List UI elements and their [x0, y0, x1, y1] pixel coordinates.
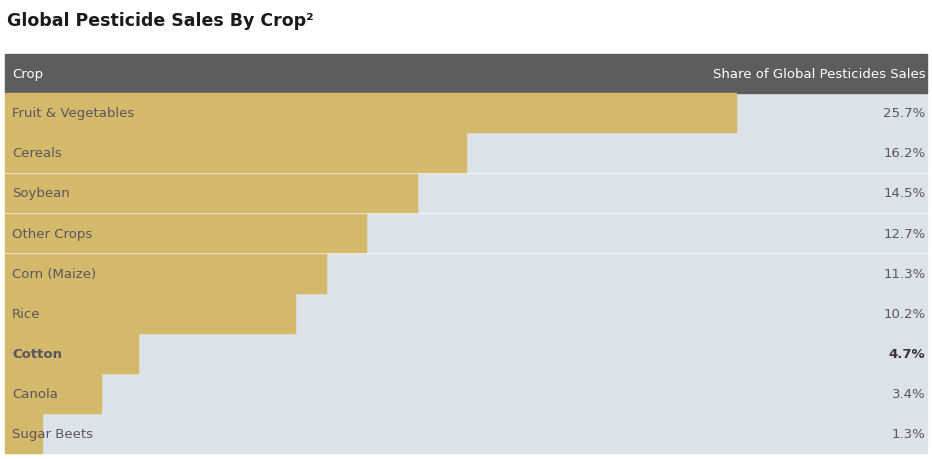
Text: Global Pesticide Sales By Crop²: Global Pesticide Sales By Crop²	[7, 11, 314, 29]
Text: Cereals: Cereals	[12, 147, 62, 160]
Text: 25.7%: 25.7%	[884, 107, 925, 120]
Bar	[5, 134, 927, 173]
Bar	[5, 174, 927, 213]
Bar	[5, 414, 42, 453]
Bar	[5, 55, 927, 94]
Text: 3.4%: 3.4%	[892, 387, 925, 400]
Text: 16.2%: 16.2%	[884, 147, 925, 160]
Text: Rice: Rice	[12, 307, 41, 320]
Bar	[5, 214, 366, 253]
Text: Crop: Crop	[12, 68, 43, 81]
Bar	[5, 254, 326, 293]
Bar	[5, 134, 466, 173]
Text: Cotton: Cotton	[12, 347, 62, 360]
Text: Share of Global Pesticides Sales: Share of Global Pesticides Sales	[713, 68, 925, 81]
Text: Other Crops: Other Crops	[12, 227, 92, 240]
Text: Fruit & Vegetables: Fruit & Vegetables	[12, 107, 134, 120]
Bar	[5, 214, 927, 253]
Bar	[5, 254, 927, 293]
Text: 1.3%: 1.3%	[892, 427, 925, 440]
Bar	[5, 375, 927, 413]
Bar	[5, 294, 295, 333]
Bar	[5, 375, 102, 413]
Text: Canola: Canola	[12, 387, 58, 400]
Text: 12.7%: 12.7%	[884, 227, 925, 240]
Bar	[5, 294, 927, 333]
Text: Soybean: Soybean	[12, 187, 70, 200]
Text: 11.3%: 11.3%	[884, 267, 925, 280]
Bar	[5, 414, 927, 453]
Bar	[5, 334, 139, 373]
Text: 10.2%: 10.2%	[884, 307, 925, 320]
Bar	[5, 94, 736, 133]
Text: 14.5%: 14.5%	[884, 187, 925, 200]
Text: Corn (Maize): Corn (Maize)	[12, 267, 96, 280]
Bar	[5, 94, 927, 133]
Bar	[5, 334, 927, 373]
Bar	[5, 174, 418, 213]
Text: 4.7%: 4.7%	[889, 347, 925, 360]
Text: Sugar Beets: Sugar Beets	[12, 427, 93, 440]
